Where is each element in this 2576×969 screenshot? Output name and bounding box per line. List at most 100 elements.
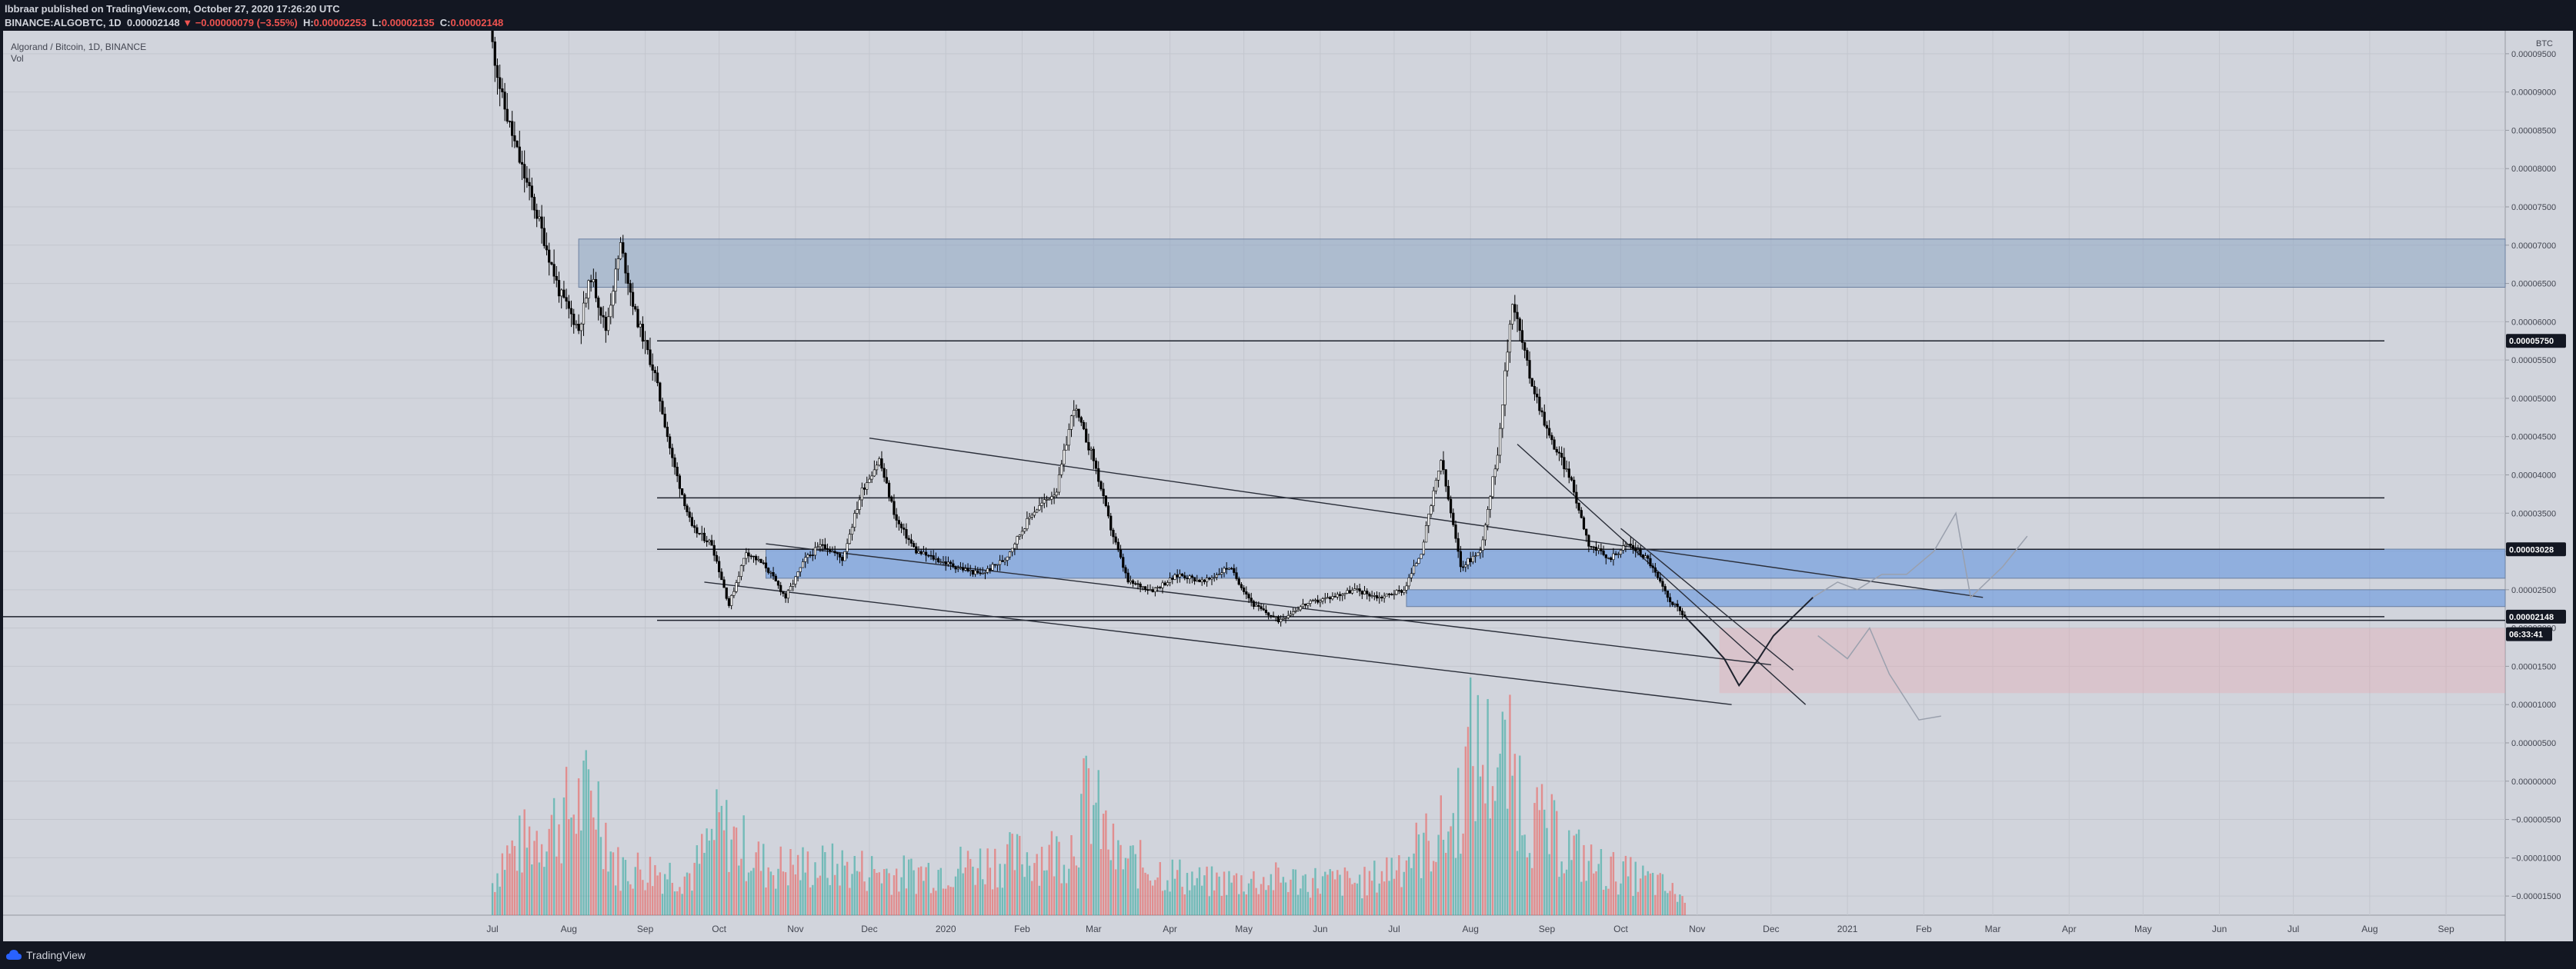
volume-bar bbox=[1171, 859, 1173, 915]
volume-bar bbox=[1056, 836, 1058, 915]
volume-bar bbox=[1270, 874, 1273, 915]
candle-body bbox=[887, 482, 891, 498]
candle-body bbox=[873, 469, 876, 477]
volume-bar bbox=[1095, 802, 1097, 915]
candle-body bbox=[1255, 604, 1258, 607]
volume-bar bbox=[1398, 855, 1400, 915]
volume-bar bbox=[491, 883, 494, 915]
volume-bar bbox=[883, 869, 886, 915]
candle-body bbox=[702, 532, 706, 541]
candle-body bbox=[1656, 571, 1660, 578]
publish-info: lbbraar published on TradingView.com, Oc… bbox=[5, 3, 340, 15]
candle-body bbox=[1001, 560, 1004, 562]
candle-body bbox=[1043, 499, 1046, 504]
candle-body bbox=[752, 555, 756, 558]
volume-bar bbox=[1376, 892, 1378, 915]
volume-bar bbox=[762, 844, 765, 915]
price-label-box bbox=[2506, 542, 2566, 557]
volume-bar bbox=[1336, 870, 1339, 915]
volume-bar bbox=[1083, 758, 1085, 915]
volume-bar bbox=[624, 860, 627, 915]
candle-body bbox=[909, 539, 913, 544]
candle-body bbox=[1141, 586, 1144, 588]
candle-body bbox=[1536, 393, 1539, 398]
volume-bar bbox=[718, 812, 720, 915]
candle-body bbox=[1274, 616, 1277, 618]
candle-body bbox=[929, 554, 933, 557]
candle-body bbox=[903, 528, 906, 530]
volume-bar bbox=[925, 867, 927, 915]
volume-bar bbox=[516, 871, 519, 915]
candle-body bbox=[1159, 587, 1162, 588]
volume-bar bbox=[1275, 862, 1277, 915]
volume-bar bbox=[1019, 835, 1021, 915]
volume-bar bbox=[1523, 834, 1526, 915]
candle-body bbox=[739, 565, 743, 577]
candle-body bbox=[1424, 525, 1428, 543]
volume-bar bbox=[959, 846, 962, 915]
volume-bar bbox=[1314, 867, 1316, 915]
candle-body bbox=[1276, 616, 1280, 622]
volume-bar bbox=[1193, 885, 1196, 915]
candle-body bbox=[1097, 468, 1100, 482]
volume-bar bbox=[1257, 894, 1260, 915]
candle-body bbox=[1264, 609, 1268, 614]
candle-body bbox=[501, 88, 504, 92]
volume-bar bbox=[1282, 877, 1285, 915]
candle-body bbox=[1153, 588, 1156, 592]
volume-bar bbox=[642, 880, 644, 915]
volume-bar bbox=[757, 841, 760, 915]
candle-body bbox=[899, 524, 903, 528]
volume-bar bbox=[1105, 810, 1107, 915]
volume-bar bbox=[1203, 875, 1206, 915]
volume-bar bbox=[932, 887, 935, 915]
candle-body bbox=[1082, 421, 1086, 430]
volume-bar bbox=[1068, 868, 1070, 915]
candle-body bbox=[1457, 538, 1460, 552]
volume-bar bbox=[528, 826, 531, 915]
trend-line bbox=[766, 543, 1771, 666]
volume-bar bbox=[792, 864, 794, 915]
candle-body bbox=[1432, 490, 1435, 507]
volume-bar bbox=[560, 863, 562, 915]
price-chart[interactable]: Jul Aug Sep Oct Nov Dec 2020 Feb Mar Apr May Jun Jul… bbox=[3, 11, 2573, 941]
candle-body bbox=[656, 372, 659, 384]
volume-bar bbox=[1046, 870, 1048, 915]
volume-bar bbox=[543, 867, 546, 915]
candle-body bbox=[1198, 579, 1201, 583]
volume-bar bbox=[506, 845, 509, 915]
volume-bar bbox=[577, 778, 580, 915]
volume-bar bbox=[769, 871, 772, 915]
candle-body bbox=[809, 554, 812, 556]
volume-bar bbox=[846, 861, 849, 915]
volume-bar bbox=[833, 874, 836, 915]
zone-grey bbox=[578, 238, 2506, 288]
candle-body bbox=[532, 197, 536, 211]
volume-bar bbox=[1681, 896, 1683, 915]
volume-bar bbox=[1388, 881, 1390, 915]
volume-bar bbox=[1528, 853, 1531, 915]
candle-body bbox=[661, 401, 664, 415]
candle-body bbox=[1065, 445, 1068, 451]
volume-bar bbox=[927, 862, 929, 915]
candle-body bbox=[1196, 579, 1199, 581]
down-arrow-icon: ▼ bbox=[182, 17, 193, 28]
volume-bar bbox=[619, 891, 622, 915]
candle-body bbox=[1356, 588, 1359, 590]
volume-bar bbox=[900, 877, 903, 915]
volume-bar bbox=[728, 871, 730, 915]
candle-body bbox=[624, 253, 627, 274]
candle-body bbox=[671, 448, 674, 458]
volume-bar bbox=[957, 868, 959, 915]
candle-body bbox=[1580, 510, 1583, 518]
volume-bar bbox=[1575, 834, 1578, 915]
volume-bar bbox=[1353, 882, 1356, 915]
candle-body bbox=[1489, 496, 1492, 510]
chart-frame[interactable]: Jul Aug Sep Oct Nov Dec 2020 Feb Mar Apr May Jun Jul… bbox=[3, 11, 2573, 941]
tradingview-logo[interactable]: TradingView bbox=[6, 949, 85, 961]
volume-bar bbox=[1253, 871, 1255, 915]
volume-bar bbox=[1099, 849, 1103, 915]
volume-bar bbox=[1501, 711, 1504, 915]
candle-body bbox=[1582, 517, 1586, 530]
volume-bar bbox=[1319, 894, 1322, 915]
